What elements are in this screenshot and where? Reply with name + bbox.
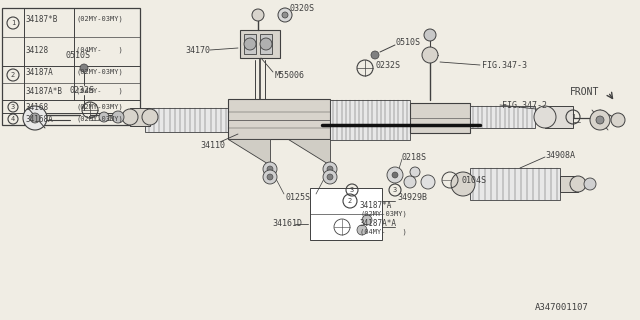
Circle shape — [122, 109, 138, 125]
Circle shape — [323, 162, 337, 176]
Text: (04MY-    ): (04MY- ) — [360, 229, 407, 235]
Text: 0218S: 0218S — [402, 153, 427, 162]
Circle shape — [323, 170, 337, 184]
Bar — [310, 188, 382, 240]
Text: 0510S: 0510S — [65, 51, 90, 60]
Text: (04MY-    ): (04MY- ) — [76, 88, 123, 94]
Circle shape — [590, 110, 610, 130]
Text: 34929B: 34929B — [397, 194, 427, 203]
Circle shape — [410, 167, 420, 177]
Circle shape — [451, 172, 475, 196]
Circle shape — [327, 174, 333, 180]
Text: 0232S: 0232S — [70, 85, 95, 94]
Text: 34187A*B: 34187A*B — [26, 86, 63, 95]
Text: 34161D: 34161D — [272, 220, 302, 228]
Circle shape — [534, 106, 556, 128]
Circle shape — [260, 38, 272, 50]
Text: (02MY-03MY): (02MY-03MY) — [76, 69, 123, 75]
Text: 2: 2 — [11, 72, 15, 78]
Text: 1: 1 — [571, 114, 575, 120]
Text: A347001107: A347001107 — [535, 303, 589, 313]
Circle shape — [278, 8, 292, 22]
Circle shape — [267, 174, 273, 180]
Bar — [470, 168, 560, 200]
Circle shape — [23, 106, 47, 130]
Text: M55006: M55006 — [275, 70, 305, 79]
Polygon shape — [288, 139, 330, 165]
Circle shape — [404, 176, 416, 188]
Text: 0320S: 0320S — [290, 4, 315, 12]
Bar — [545, 106, 573, 128]
Circle shape — [362, 215, 372, 225]
Bar — [240, 30, 280, 58]
Text: FIG.347-3: FIG.347-3 — [482, 60, 527, 69]
Circle shape — [584, 178, 596, 190]
Text: 1: 1 — [11, 20, 15, 26]
Text: 34908A: 34908A — [545, 150, 575, 159]
Circle shape — [142, 109, 158, 125]
Text: 3: 3 — [393, 187, 397, 193]
Circle shape — [244, 38, 256, 50]
Text: 34187A*A: 34187A*A — [360, 219, 397, 228]
Circle shape — [267, 166, 273, 172]
Circle shape — [99, 112, 109, 122]
Circle shape — [570, 176, 586, 192]
Circle shape — [282, 12, 288, 18]
Circle shape — [112, 111, 124, 123]
Circle shape — [422, 47, 438, 63]
Text: 34128: 34128 — [26, 45, 49, 54]
Text: 0232S: 0232S — [375, 60, 400, 69]
Circle shape — [421, 175, 435, 189]
Text: 0510S: 0510S — [395, 37, 420, 46]
Polygon shape — [228, 139, 270, 165]
Circle shape — [371, 51, 379, 59]
Bar — [145, 108, 230, 132]
Circle shape — [263, 162, 277, 176]
Bar — [260, 34, 272, 54]
Bar — [2, 8, 140, 125]
Text: 34187A: 34187A — [26, 68, 54, 76]
Circle shape — [611, 113, 625, 127]
Bar — [410, 103, 470, 133]
Text: (02MY-03MY): (02MY-03MY) — [360, 211, 407, 217]
Circle shape — [387, 167, 403, 183]
Text: 34187*B: 34187*B — [26, 14, 58, 23]
Text: 2: 2 — [348, 198, 352, 204]
Circle shape — [357, 225, 367, 235]
Bar — [330, 100, 410, 140]
Text: 4: 4 — [11, 116, 15, 122]
Text: 34168: 34168 — [26, 102, 49, 111]
Bar — [560, 176, 578, 192]
Circle shape — [392, 172, 398, 178]
Circle shape — [327, 166, 333, 172]
Bar — [244, 34, 256, 54]
Text: 3: 3 — [350, 187, 354, 193]
Text: (02MY-03MY): (02MY-03MY) — [76, 104, 123, 110]
Text: (04MY-    ): (04MY- ) — [76, 47, 123, 53]
Bar — [470, 106, 535, 128]
Bar — [130, 108, 150, 126]
Circle shape — [424, 29, 436, 41]
Text: 0125S: 0125S — [285, 193, 310, 202]
Text: FRONT: FRONT — [570, 87, 600, 97]
Text: 3: 3 — [11, 104, 15, 110]
Text: (02MY-03MY): (02MY-03MY) — [76, 16, 123, 22]
Text: 0104S: 0104S — [462, 175, 487, 185]
Circle shape — [596, 116, 604, 124]
Circle shape — [263, 170, 277, 184]
Circle shape — [252, 9, 264, 21]
Text: FIG.347-2: FIG.347-2 — [502, 100, 547, 109]
Text: 34110: 34110 — [200, 140, 225, 149]
Text: 34170: 34170 — [185, 45, 210, 54]
Text: 34187*A: 34187*A — [360, 201, 392, 210]
Text: (02MY-03MY): (02MY-03MY) — [76, 116, 123, 122]
Circle shape — [80, 64, 88, 72]
Text: 34168A: 34168A — [26, 115, 54, 124]
Circle shape — [30, 113, 40, 123]
Bar — [228, 99, 330, 139]
